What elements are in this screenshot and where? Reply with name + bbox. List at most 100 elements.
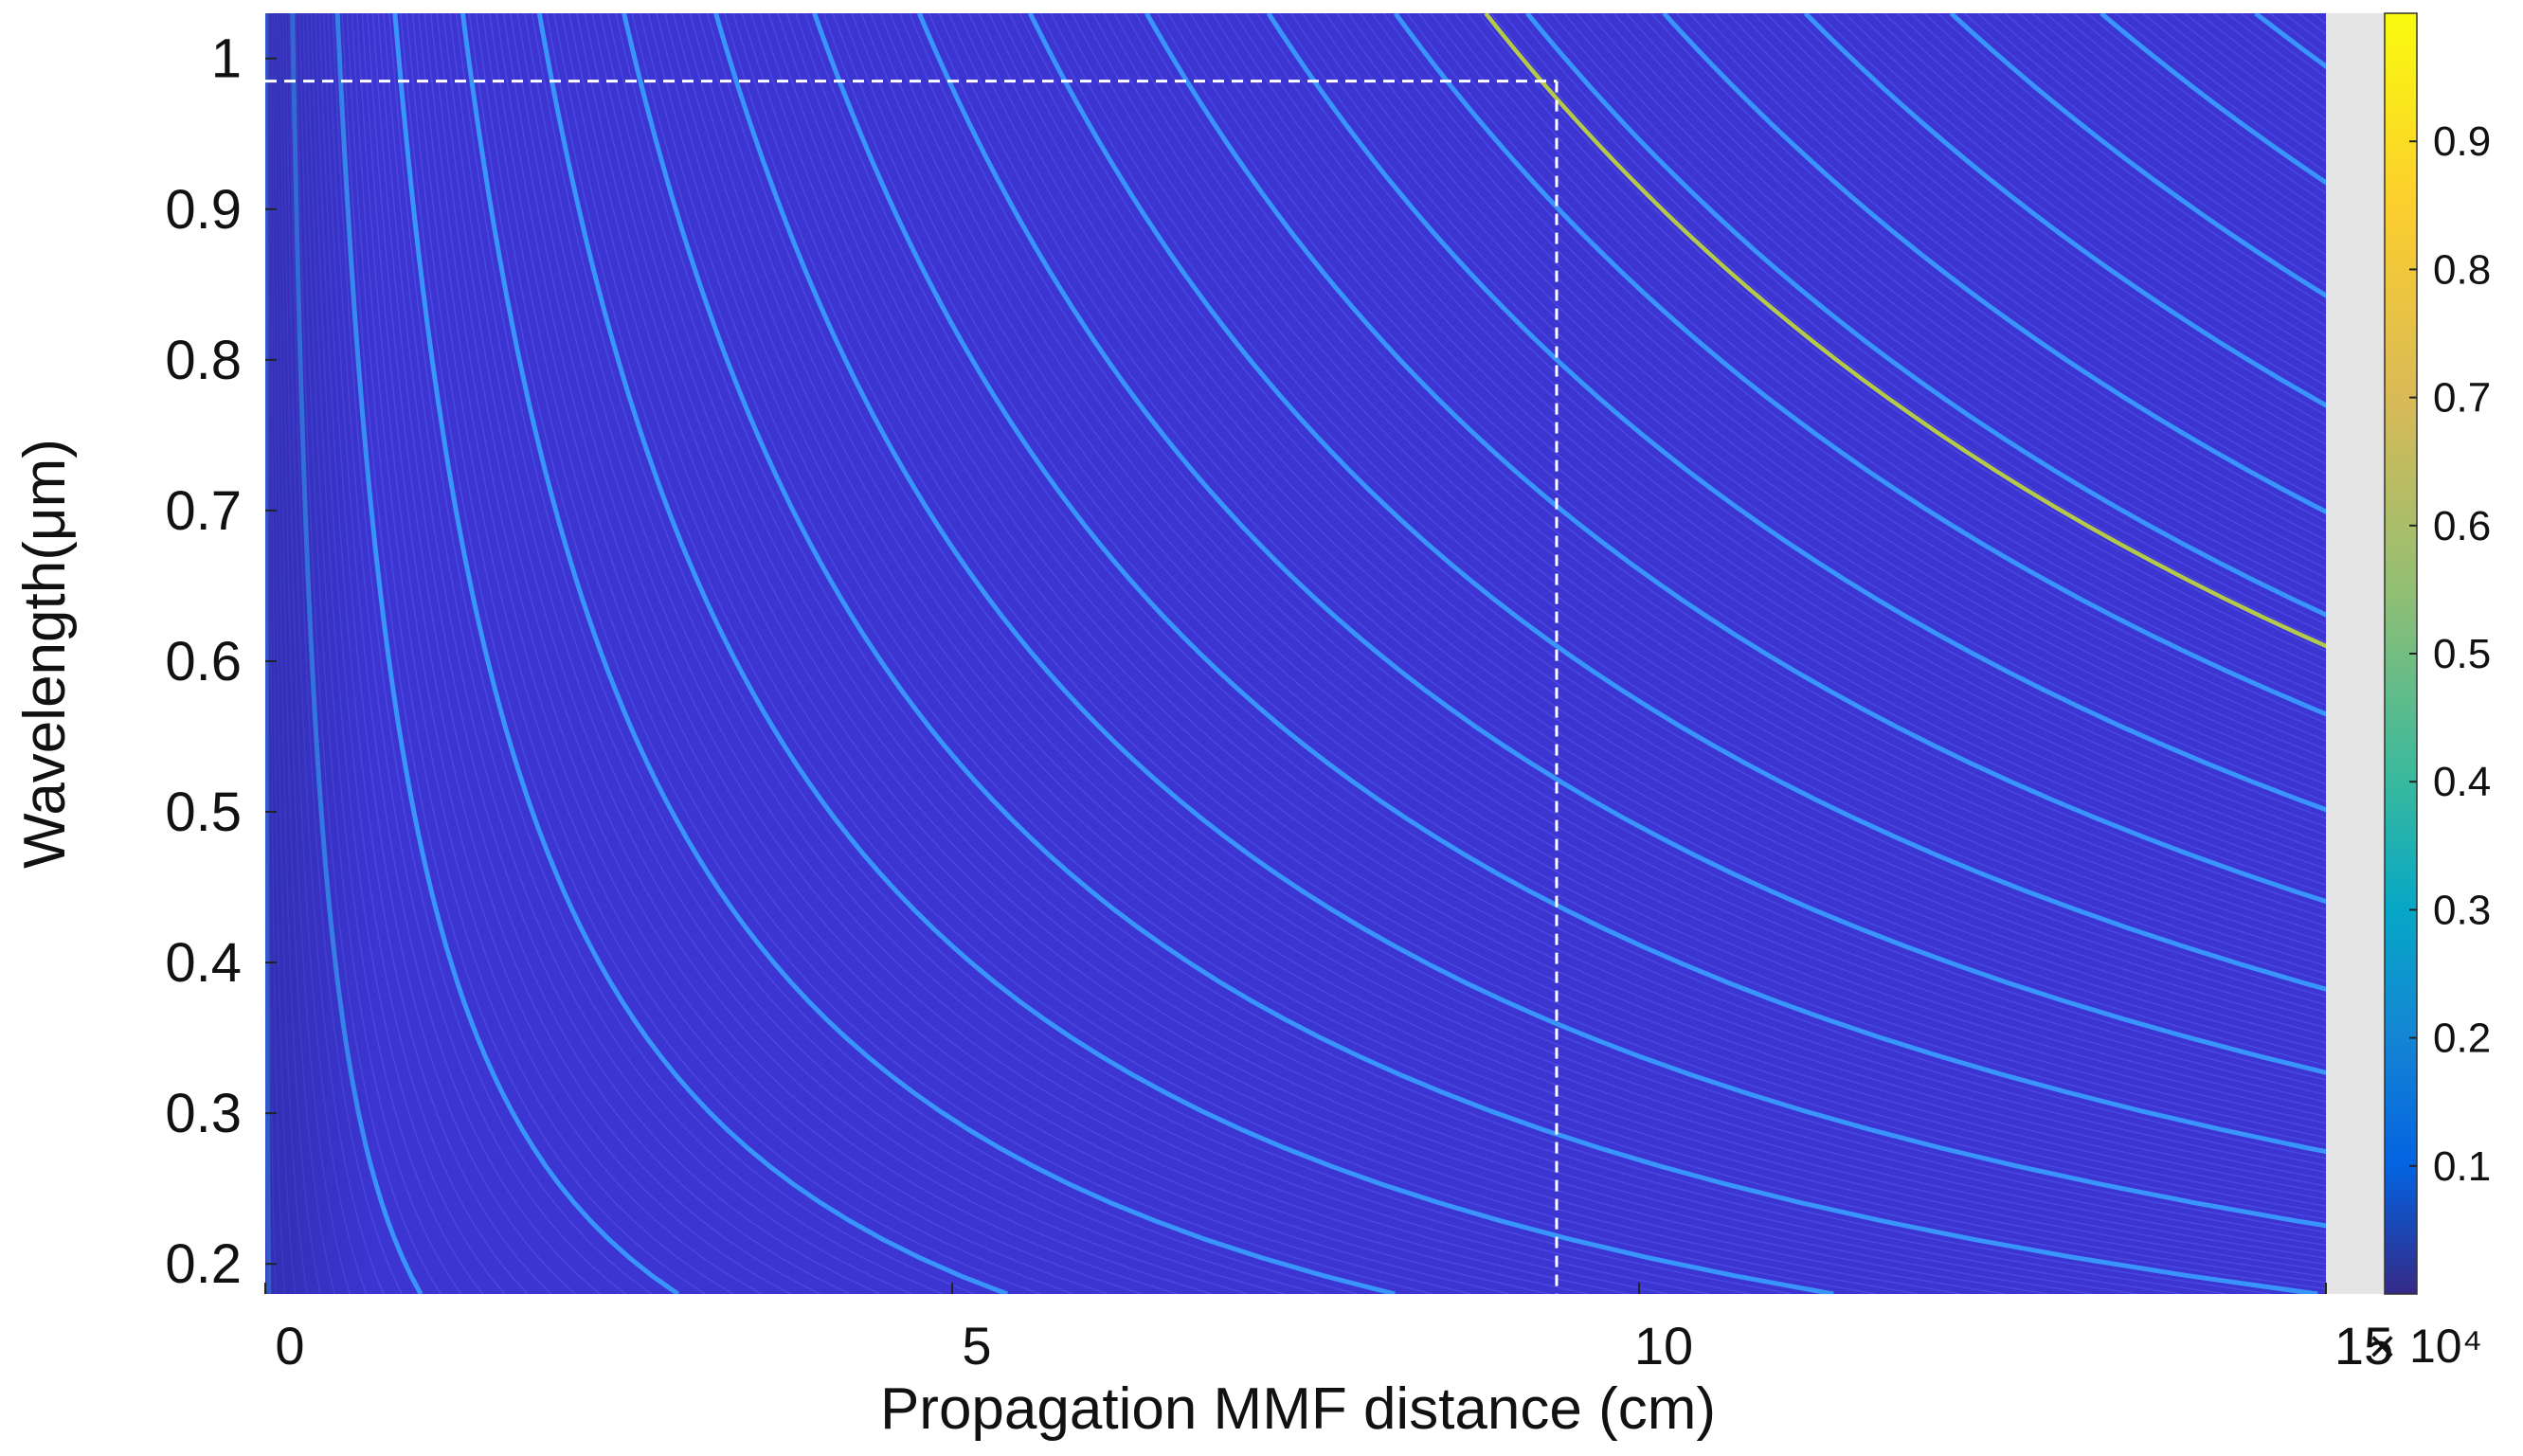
- heatmap-band: [2241, 13, 2326, 79]
- heatmap-band: [1027, 13, 2326, 992]
- heatmap-band: [1200, 13, 2326, 861]
- heatmap-band: [481, 13, 1510, 1294]
- heatmap-band: [1266, 13, 2326, 813]
- heatmap-band: [1478, 13, 2326, 653]
- heatmap-band: [1870, 13, 2326, 357]
- heatmap-band: [741, 13, 2326, 1207]
- y-axis-ticks: 0.2 0.3 0.4 0.5 0.6 0.7 0.8 0.9 1: [165, 28, 277, 1295]
- heatmap-band: [1650, 13, 2326, 523]
- heatmap-band: [947, 13, 2326, 1052]
- heatmap-band: [889, 13, 2326, 1096]
- heatmap-band: [1466, 13, 2326, 661]
- heatmap-band: [2212, 13, 2326, 99]
- heatmap-band: [2045, 13, 2326, 225]
- heatmap-band: [1883, 13, 2326, 348]
- heatmap-band: [898, 13, 2326, 1088]
- heatmap-band: [1113, 13, 2326, 927]
- heatmap-band: [656, 13, 2326, 1271]
- heatmap-band: [1753, 13, 2326, 446]
- y-tick-label: 0.2: [165, 1233, 242, 1295]
- heatmap-band: [879, 13, 2326, 1103]
- heatmap-band: [1563, 13, 2326, 588]
- heatmap-band: [1008, 13, 2326, 1006]
- heatmap-band: [723, 13, 2326, 1220]
- heatmap-band: [468, 13, 1433, 1294]
- heatmap-band: [405, 13, 1074, 1294]
- heatmap-band: [1991, 13, 2326, 266]
- heatmap-band: [1156, 13, 2326, 894]
- heatmap-band: [460, 13, 1396, 1294]
- heatmap-band: [417, 13, 1143, 1294]
- heatmap-band: [1234, 13, 2326, 836]
- plot-area: [265, 13, 2326, 1294]
- heatmap-band: [988, 13, 2326, 1021]
- heatmap-band: [1803, 13, 2326, 408]
- x-tick-label: 5: [962, 1316, 991, 1375]
- heatmap-band: [639, 13, 2326, 1284]
- heatmap-band: [1489, 13, 2326, 643]
- heatmap-band: [2254, 13, 2326, 70]
- heatmap-band: [706, 13, 2326, 1233]
- y-tick-label: 0.9: [165, 179, 242, 241]
- heatmap-band: [1313, 13, 2326, 777]
- heatmap-band: [759, 13, 2326, 1194]
- heatmap-band: [1714, 13, 2326, 475]
- heatmap-band: [998, 13, 2326, 1014]
- heatmap-band: [1588, 13, 2326, 569]
- heatmap-band: [1418, 13, 2326, 697]
- heatmap-band: [860, 13, 2326, 1118]
- heatmap-band: [785, 13, 2326, 1174]
- heatmap-band: [599, 13, 2182, 1294]
- heatmap-band: [1336, 13, 2326, 760]
- heatmap-band: [568, 13, 2005, 1294]
- heatmap-band: [516, 13, 1710, 1294]
- heatmap-band: [2226, 13, 2326, 89]
- heatmap-band: [1453, 13, 2326, 671]
- y-tick-label: 0.5: [165, 782, 242, 843]
- heatmap-band: [1189, 13, 2326, 870]
- heatmap-band: [916, 13, 2326, 1075]
- heatmap-band: [1638, 13, 2326, 532]
- heatmap-band: [1430, 13, 2326, 689]
- colorbar-tick-label: 0.4: [2433, 759, 2491, 805]
- heatmap-band: [689, 13, 2326, 1247]
- heatmap-band: [841, 13, 2326, 1132]
- heatmap-band: [622, 13, 2318, 1294]
- heatmap-band: [713, 13, 2326, 1229]
- heatmap-band: [870, 13, 2326, 1110]
- heatmap-band: [442, 13, 1285, 1294]
- colorbar-tick-label: 0.8: [2433, 246, 2491, 293]
- heatmap-band: [967, 13, 2326, 1036]
- heatmap-band: [371, 13, 881, 1294]
- heatmap-band: [958, 13, 2326, 1044]
- heatmap-band: [411, 13, 1108, 1294]
- heatmap-band: [510, 13, 1669, 1294]
- heatmap-peak-band: [1484, 13, 2326, 649]
- heatmap-band: [1442, 13, 2326, 679]
- colorbar-tick-label: 0.7: [2433, 375, 2491, 422]
- colorbar-tick-label: 0.9: [2433, 118, 2491, 165]
- y-tick-label: 0.8: [165, 330, 242, 391]
- heatmap-band: [1050, 13, 2326, 975]
- heatmap-band: [489, 13, 1549, 1294]
- colorbar-tick-label: 0.1: [2433, 1143, 2491, 1190]
- heatmap-band: [1923, 13, 2326, 317]
- heatmap-band: [2155, 13, 2326, 142]
- heatmap-band: [1625, 13, 2326, 542]
- heatmap-band: [663, 13, 2326, 1266]
- heatmap-band: [1091, 13, 2326, 943]
- y-axis-label: Wavelength(μm): [12, 439, 78, 869]
- heatmap-band: [2073, 13, 2326, 205]
- heatmap-band: [1525, 13, 2326, 618]
- heatmap-band: [377, 13, 912, 1294]
- heatmap-band: [749, 13, 2326, 1200]
- heatmap-band: [388, 13, 976, 1294]
- x-tick-label: 10: [1634, 1316, 1693, 1375]
- heatmap-band: [584, 13, 2093, 1294]
- heatmap-band: [1211, 13, 2326, 854]
- heatmap-band: [553, 13, 1919, 1294]
- heatmap-band: [1792, 13, 2326, 417]
- heatmap-band: [1502, 13, 2326, 635]
- y-tick-label: 0.6: [165, 631, 242, 692]
- heatmap-band: [680, 13, 2326, 1252]
